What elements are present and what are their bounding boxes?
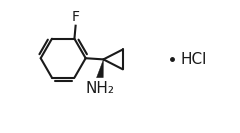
Text: F: F: [72, 10, 80, 24]
Text: HCl: HCl: [180, 52, 207, 67]
Polygon shape: [96, 59, 103, 78]
Text: NH₂: NH₂: [85, 81, 114, 96]
